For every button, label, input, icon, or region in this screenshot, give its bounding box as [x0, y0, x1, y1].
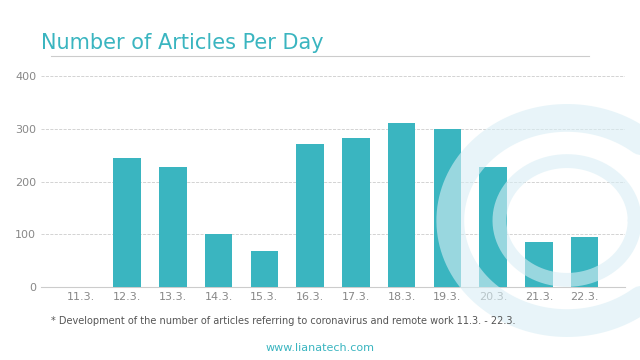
Bar: [525, 242, 553, 287]
Text: www.lianatech.com: www.lianatech.com: [266, 343, 374, 353]
Bar: [113, 158, 141, 287]
Bar: [251, 251, 278, 287]
Bar: [388, 122, 415, 287]
Text: Number of Articles Per Day: Number of Articles Per Day: [41, 33, 324, 53]
Bar: [205, 234, 232, 287]
Bar: [571, 237, 598, 287]
Bar: [342, 138, 370, 287]
Bar: [159, 167, 186, 287]
Text: * Development of the number of articles referring to coronavirus and remote work: * Development of the number of articles …: [51, 316, 516, 326]
Bar: [296, 144, 324, 287]
Bar: [479, 167, 507, 287]
Bar: [434, 129, 461, 287]
